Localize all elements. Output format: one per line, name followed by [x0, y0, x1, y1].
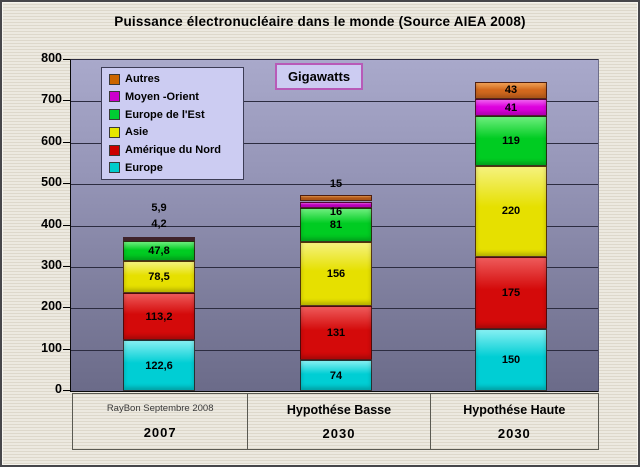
value-label: 220: [501, 205, 521, 218]
y-tick-label: 0: [55, 382, 62, 396]
bar-segment: [300, 201, 372, 209]
legend: Autres Moyen -Orient Europe de l'Est Asie Am…: [101, 67, 244, 180]
value-label: 150: [501, 353, 521, 366]
category-cell: RayBon Septembre 2008 2007: [73, 394, 247, 449]
chart-title: Puissance électronucléaire dans le monde…: [114, 14, 526, 29]
legend-item: Europe de l'Est: [109, 109, 236, 121]
legend-label: Europe: [125, 161, 163, 174]
category-year: 2007: [143, 424, 177, 440]
value-label: 122,6: [145, 359, 173, 372]
bar-segment: [300, 195, 372, 202]
bar-segment: [123, 260, 195, 294]
category-cell: Hypothése Basse 2030: [247, 394, 429, 449]
legend-swatch: [109, 91, 120, 103]
y-tick-label: 500: [41, 175, 62, 190]
value-label: 16: [329, 205, 343, 218]
bar-segment: [475, 81, 547, 100]
value-label: 5,9: [151, 202, 167, 215]
value-label: 78,5: [148, 271, 170, 284]
y-tick-mark: [63, 100, 70, 102]
legend-label: Amérique du Nord: [125, 144, 221, 157]
y-tick-mark: [63, 348, 70, 350]
value-label: 156: [326, 267, 346, 280]
category-label: Hypothése Haute: [463, 402, 566, 417]
value-label: 43: [504, 84, 518, 97]
value-label: 15: [329, 178, 343, 191]
legend-item: Europe: [109, 162, 236, 174]
category-cell: Hypothése Haute 2030: [429, 394, 598, 449]
legend-swatch: [109, 162, 120, 174]
value-label: 74: [329, 369, 343, 382]
y-tick-mark: [63, 390, 70, 391]
y-tick-mark: [63, 307, 70, 309]
category-year: 2030: [497, 425, 531, 441]
category-year: 2030: [322, 425, 356, 441]
y-tick-label: 300: [41, 257, 62, 272]
legend-swatch: [109, 73, 120, 85]
y-tick-mark: [63, 224, 70, 226]
bar-segment: [475, 256, 547, 329]
legend-item: Moyen -Orient: [109, 91, 236, 103]
source-note: RayBon Septembre 2008: [106, 403, 214, 415]
bar-segment: [300, 208, 372, 242]
plot-area: 122,6 113,2 78,5 47,8 4,2 5,9 74 131 156 81 16 15 15…: [70, 59, 599, 392]
value-label: 4,2: [151, 218, 167, 231]
value-label: 47,8: [148, 245, 170, 258]
legend-swatch: [109, 109, 120, 121]
value-label: 131: [326, 327, 346, 340]
y-tick-mark: [63, 183, 70, 185]
legend-item: Asie: [109, 126, 236, 138]
y-tick-mark: [63, 141, 70, 143]
legend-label: Moyen -Orient: [125, 90, 199, 103]
legend-item: Autres: [109, 73, 236, 85]
bar-segment: [123, 239, 195, 242]
gridline: [71, 184, 598, 186]
y-tick-mark: [63, 59, 70, 60]
bar-segment: [300, 306, 372, 361]
y-tick-label: 600: [41, 133, 62, 148]
bar-segment: [300, 241, 372, 307]
bar-segment: [123, 340, 195, 391]
bar-segment: [123, 241, 195, 261]
bar-segment: [475, 328, 547, 391]
legend-label: Asie: [125, 126, 149, 139]
unit-label: Gigawatts: [287, 69, 351, 84]
value-label: 175: [501, 286, 521, 299]
value-label: 119: [502, 134, 520, 147]
value-label: 41: [504, 101, 518, 114]
y-tick-label: 700: [41, 92, 62, 107]
legend-swatch: [109, 144, 120, 156]
y-tick-label: 100: [41, 340, 62, 355]
bar-segment: [475, 165, 547, 257]
y-tick-label: 200: [41, 299, 62, 314]
legend-swatch: [109, 126, 120, 138]
bar-segment: [475, 116, 547, 166]
gridline: [71, 142, 598, 144]
bar-segment: [300, 360, 372, 391]
value-label: 81: [329, 218, 343, 231]
bar-segment: [123, 293, 195, 341]
gridline: [71, 101, 598, 103]
y-tick-label: 800: [41, 51, 62, 65]
y-tick-mark: [63, 265, 70, 267]
category-axis: RayBon Septembre 2008 2007 Hypothése Basse…: [72, 393, 599, 450]
y-tick-label: 400: [41, 216, 62, 231]
value-label: 113,2: [145, 310, 173, 323]
legend-label: Europe de l'Est: [125, 108, 205, 121]
bar-segment: [475, 99, 547, 117]
legend-item: Amérique du Nord: [109, 144, 236, 156]
legend-label: Autres: [125, 73, 160, 85]
bar-segment: [123, 237, 195, 240]
unit-label-box: Gigawatts: [275, 63, 363, 90]
category-label: Hypothése Basse: [286, 402, 392, 417]
